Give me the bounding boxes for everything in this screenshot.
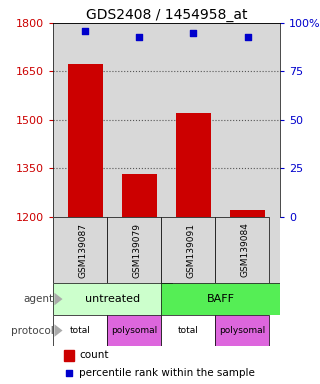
Text: polysomal: polysomal xyxy=(111,326,157,335)
Text: BAFF: BAFF xyxy=(206,294,235,304)
Point xyxy=(137,33,142,40)
Bar xyxy=(161,283,280,315)
Point xyxy=(245,33,250,40)
Text: total: total xyxy=(69,326,90,335)
Text: percentile rank within the sample: percentile rank within the sample xyxy=(79,368,255,378)
Text: untreated: untreated xyxy=(85,294,140,304)
Bar xyxy=(53,315,107,346)
Polygon shape xyxy=(54,324,62,337)
Bar xyxy=(107,315,161,346)
Text: protocol: protocol xyxy=(11,326,54,336)
Title: GDS2408 / 1454958_at: GDS2408 / 1454958_at xyxy=(86,8,247,22)
Text: GSM139091: GSM139091 xyxy=(186,222,195,278)
Text: GSM139087: GSM139087 xyxy=(78,222,87,278)
Bar xyxy=(53,217,107,283)
Bar xyxy=(176,113,211,217)
Text: count: count xyxy=(79,350,108,360)
Bar xyxy=(161,217,215,283)
Point xyxy=(191,30,196,36)
Bar xyxy=(68,65,103,217)
Polygon shape xyxy=(54,293,62,305)
Bar xyxy=(122,174,157,217)
Bar xyxy=(64,350,74,361)
Bar xyxy=(215,315,269,346)
Bar xyxy=(53,283,172,315)
Bar xyxy=(161,315,215,346)
Bar xyxy=(107,217,161,283)
Point xyxy=(83,28,88,34)
Text: GSM139079: GSM139079 xyxy=(132,222,141,278)
Text: total: total xyxy=(178,326,198,335)
Bar xyxy=(215,217,269,283)
Bar xyxy=(230,210,265,217)
Text: GSM139084: GSM139084 xyxy=(240,223,249,278)
Text: polysomal: polysomal xyxy=(219,326,265,335)
Point xyxy=(67,370,72,376)
Text: agent: agent xyxy=(24,294,54,304)
